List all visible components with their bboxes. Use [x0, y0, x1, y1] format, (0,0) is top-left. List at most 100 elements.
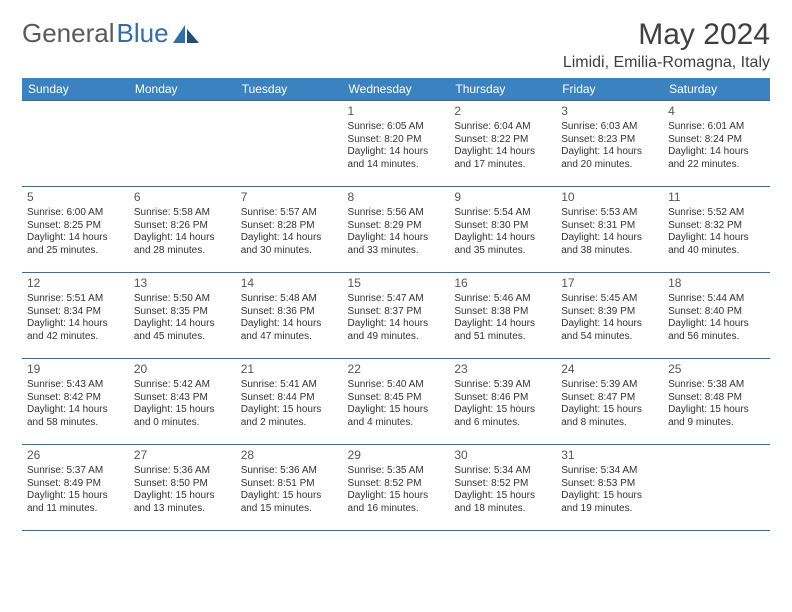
- calendar-cell: 30Sunrise: 5:34 AMSunset: 8:52 PMDayligh…: [449, 445, 556, 531]
- sunset-text: Sunset: 8:25 PM: [27, 220, 124, 233]
- sunset-text: Sunset: 8:53 PM: [561, 478, 658, 491]
- calendar-cell-empty: [129, 101, 236, 187]
- daylight-text: Daylight: 14 hours and 42 minutes.: [27, 318, 124, 343]
- daylight-text: Daylight: 14 hours and 47 minutes.: [241, 318, 338, 343]
- day-number: 1: [348, 104, 445, 119]
- sunrise-text: Sunrise: 5:58 AM: [134, 207, 231, 220]
- title-block: May 2024 Limidi, Emilia-Romagna, Italy: [563, 18, 770, 72]
- daylight-text: Daylight: 14 hours and 35 minutes.: [454, 232, 551, 257]
- sunrise-text: Sunrise: 5:42 AM: [134, 379, 231, 392]
- sunset-text: Sunset: 8:46 PM: [454, 392, 551, 405]
- calendar-cell: 19Sunrise: 5:43 AMSunset: 8:42 PMDayligh…: [22, 359, 129, 445]
- sunset-text: Sunset: 8:47 PM: [561, 392, 658, 405]
- sunset-text: Sunset: 8:36 PM: [241, 306, 338, 319]
- sunrise-text: Sunrise: 5:52 AM: [668, 207, 765, 220]
- day-number: 28: [241, 448, 338, 463]
- daylight-text: Daylight: 14 hours and 17 minutes.: [454, 146, 551, 171]
- calendar-cell: 22Sunrise: 5:40 AMSunset: 8:45 PMDayligh…: [343, 359, 450, 445]
- calendar-cell: 26Sunrise: 5:37 AMSunset: 8:49 PMDayligh…: [22, 445, 129, 531]
- sunset-text: Sunset: 8:29 PM: [348, 220, 445, 233]
- daylight-text: Daylight: 14 hours and 33 minutes.: [348, 232, 445, 257]
- sunrise-text: Sunrise: 5:34 AM: [561, 465, 658, 478]
- day-number: 15: [348, 276, 445, 291]
- location-line: Limidi, Emilia-Romagna, Italy: [563, 54, 770, 72]
- calendar-cell: 17Sunrise: 5:45 AMSunset: 8:39 PMDayligh…: [556, 273, 663, 359]
- sunrise-text: Sunrise: 6:01 AM: [668, 121, 765, 134]
- weekday-header: Friday: [556, 78, 663, 101]
- weekday-header: Tuesday: [236, 78, 343, 101]
- daylight-text: Daylight: 15 hours and 18 minutes.: [454, 490, 551, 515]
- day-number: 11: [668, 190, 765, 205]
- daylight-text: Daylight: 14 hours and 28 minutes.: [134, 232, 231, 257]
- calendar-cell: 4Sunrise: 6:01 AMSunset: 8:24 PMDaylight…: [663, 101, 770, 187]
- sunrise-text: Sunrise: 5:40 AM: [348, 379, 445, 392]
- sunrise-text: Sunrise: 5:34 AM: [454, 465, 551, 478]
- day-number: 18: [668, 276, 765, 291]
- calendar-cell: 21 Sunrise: 5:41 AMSunset: 8:44 PMDayligh…: [236, 359, 343, 445]
- calendar-body: 1Sunrise: 6:05 AMSunset: 8:20 PMDaylight…: [22, 101, 770, 531]
- day-number: 24: [561, 362, 658, 377]
- sunset-text: Sunset: 8:37 PM: [348, 306, 445, 319]
- calendar-cell: 28Sunrise: 5:36 AMSunset: 8:51 PMDayligh…: [236, 445, 343, 531]
- calendar-table: SundayMondayTuesdayWednesdayThursdayFrid…: [22, 78, 770, 531]
- daylight-text: Daylight: 14 hours and 45 minutes.: [134, 318, 231, 343]
- sunrise-text: Sunrise: 5:43 AM: [27, 379, 124, 392]
- logo-sail-icon: [173, 25, 199, 43]
- sunrise-text: Sunrise: 5:57 AM: [241, 207, 338, 220]
- logo: GeneralBlue: [22, 18, 199, 49]
- day-number: 31: [561, 448, 658, 463]
- day-number: 19: [27, 362, 124, 377]
- daylight-text: Daylight: 14 hours and 51 minutes.: [454, 318, 551, 343]
- sunset-text: Sunset: 8:26 PM: [134, 220, 231, 233]
- calendar-cell: 7Sunrise: 5:57 AMSunset: 8:28 PMDaylight…: [236, 187, 343, 273]
- day-number: 30: [454, 448, 551, 463]
- calendar-cell: 20Sunrise: 5:42 AMSunset: 8:43 PMDayligh…: [129, 359, 236, 445]
- daylight-text: Daylight: 15 hours and 19 minutes.: [561, 490, 658, 515]
- daylight-text: Daylight: 15 hours and 15 minutes.: [241, 490, 338, 515]
- sunrise-text: Sunrise: 5:35 AM: [348, 465, 445, 478]
- day-number: 23: [454, 362, 551, 377]
- calendar-row: 26Sunrise: 5:37 AMSunset: 8:49 PMDayligh…: [22, 445, 770, 531]
- calendar-cell: 24Sunrise: 5:39 AMSunset: 8:47 PMDayligh…: [556, 359, 663, 445]
- sunset-text: Sunset: 8:50 PM: [134, 478, 231, 491]
- day-number: 21: [241, 362, 338, 377]
- daylight-text: Daylight: 15 hours and 2 minutes.: [241, 404, 338, 429]
- sunset-text: Sunset: 8:52 PM: [348, 478, 445, 491]
- sunset-text: Sunset: 8:44 PM: [241, 392, 338, 405]
- sunset-text: Sunset: 8:23 PM: [561, 134, 658, 147]
- sunset-text: Sunset: 8:39 PM: [561, 306, 658, 319]
- calendar-cell: 29Sunrise: 5:35 AMSunset: 8:52 PMDayligh…: [343, 445, 450, 531]
- daylight-text: Daylight: 14 hours and 40 minutes.: [668, 232, 765, 257]
- sunrise-text: Sunrise: 5:39 AM: [454, 379, 551, 392]
- sunset-text: Sunset: 8:38 PM: [454, 306, 551, 319]
- sunset-text: Sunset: 8:22 PM: [454, 134, 551, 147]
- calendar-cell: 15Sunrise: 5:47 AMSunset: 8:37 PMDayligh…: [343, 273, 450, 359]
- sunset-text: Sunset: 8:34 PM: [27, 306, 124, 319]
- sunset-text: Sunset: 8:43 PM: [134, 392, 231, 405]
- sunset-text: Sunset: 8:49 PM: [27, 478, 124, 491]
- sunrise-text: Sunrise: 6:05 AM: [348, 121, 445, 134]
- sunset-text: Sunset: 8:24 PM: [668, 134, 765, 147]
- calendar-cell: 9Sunrise: 5:54 AMSunset: 8:30 PMDaylight…: [449, 187, 556, 273]
- page-header: GeneralBlue May 2024 Limidi, Emilia-Roma…: [22, 18, 770, 72]
- sunset-text: Sunset: 8:30 PM: [454, 220, 551, 233]
- calendar-cell: 10Sunrise: 5:53 AMSunset: 8:31 PMDayligh…: [556, 187, 663, 273]
- sunset-text: Sunset: 8:40 PM: [668, 306, 765, 319]
- daylight-text: Daylight: 14 hours and 30 minutes.: [241, 232, 338, 257]
- calendar-cell: 31 Sunrise: 5:34 AMSunset: 8:53 PMDayligh…: [556, 445, 663, 531]
- sunrise-text: Sunrise: 5:44 AM: [668, 293, 765, 306]
- day-number: 2: [454, 104, 551, 119]
- day-number: 12: [27, 276, 124, 291]
- daylight-text: Daylight: 14 hours and 14 minutes.: [348, 146, 445, 171]
- weekday-header: Wednesday: [343, 78, 450, 101]
- day-number: 7: [241, 190, 338, 205]
- sunrise-text: Sunrise: 5:53 AM: [561, 207, 658, 220]
- calendar-cell: 6Sunrise: 5:58 AMSunset: 8:26 PMDaylight…: [129, 187, 236, 273]
- weekday-header: Monday: [129, 78, 236, 101]
- day-number: 9: [454, 190, 551, 205]
- sunrise-text: Sunrise: 5:41 AM: [241, 379, 338, 392]
- sunset-text: Sunset: 8:48 PM: [668, 392, 765, 405]
- weekday-header: Thursday: [449, 78, 556, 101]
- daylight-text: Daylight: 15 hours and 8 minutes.: [561, 404, 658, 429]
- day-number: 14: [241, 276, 338, 291]
